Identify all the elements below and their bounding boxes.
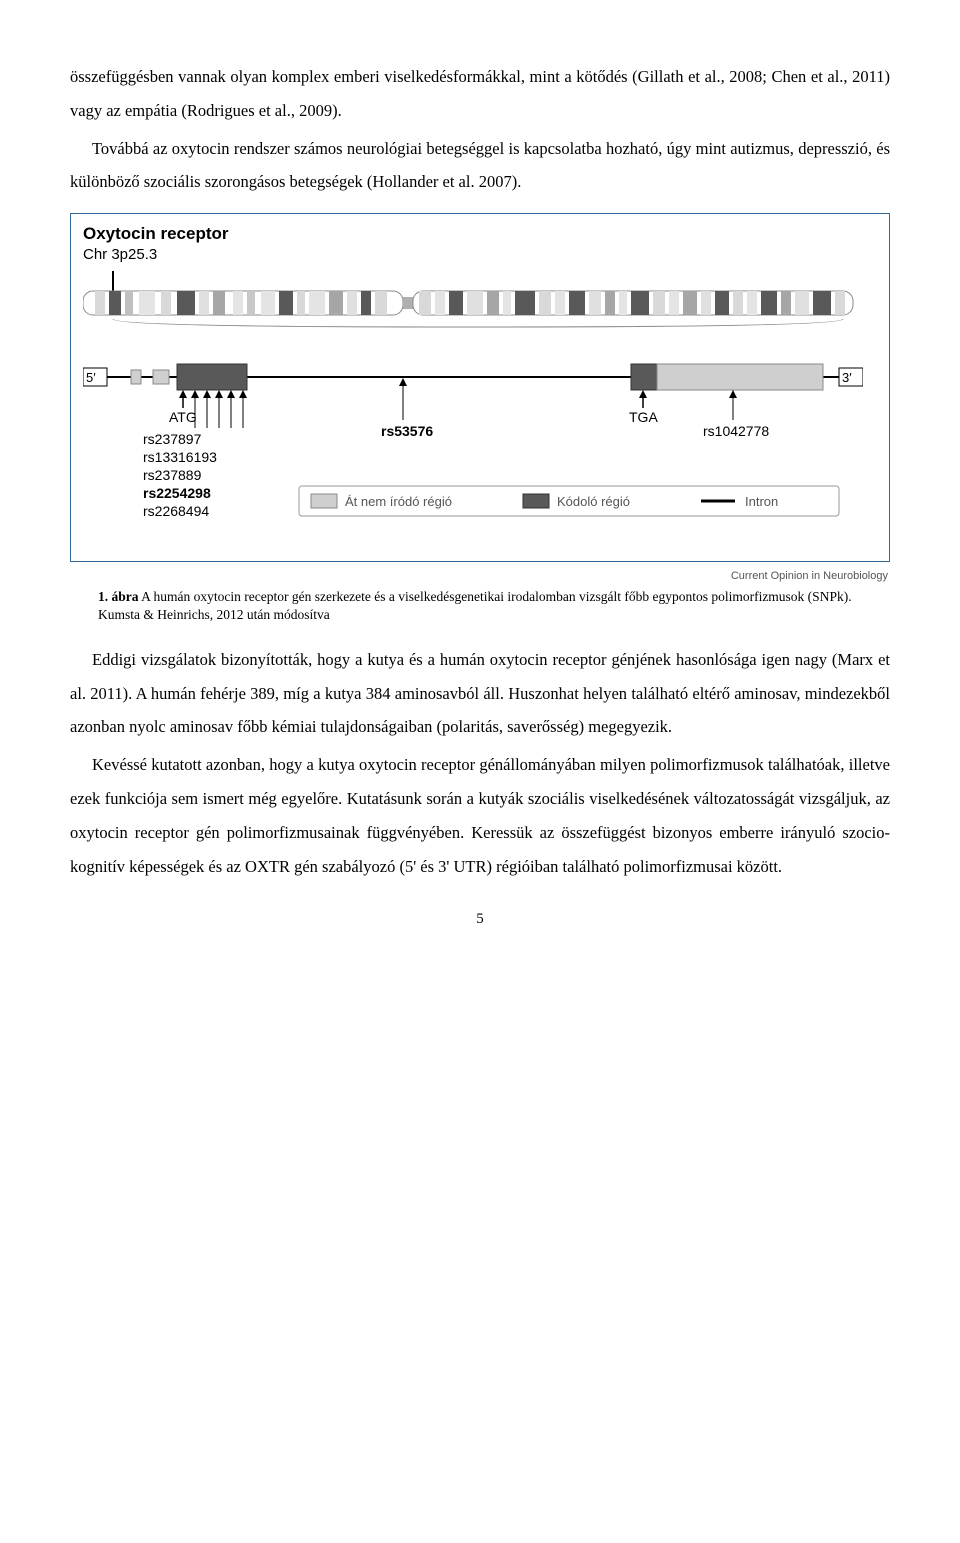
- rs-left-0: rs237897: [143, 431, 202, 447]
- paragraph-2: Továbbá az oxytocin rendszer számos neur…: [70, 132, 890, 200]
- atg-label: ATG: [169, 409, 197, 425]
- tga-label: TGA: [629, 409, 658, 425]
- legend-coding: Kódoló régió: [557, 494, 630, 509]
- chromosome-ideogram: [83, 271, 863, 331]
- legend-intron: Intron: [745, 494, 778, 509]
- rs-left-2: rs237889: [143, 467, 202, 483]
- page-number: 5: [70, 911, 890, 928]
- figure-caption: 1. ábra A humán oxytocin receptor gén sz…: [98, 588, 862, 624]
- gene-structure: 5′ 3′ ATG rs237897 rs13316193 rs237889: [83, 350, 863, 550]
- rs-mid: rs53576: [381, 423, 433, 439]
- paragraph-1: összefüggésben vannak olyan komplex embe…: [70, 60, 890, 128]
- rs-left-3: rs2254298: [143, 485, 211, 501]
- paragraph-3: Eddigi vizsgálatok bizonyították, hogy a…: [70, 643, 890, 744]
- figure-title: Oxytocin receptor: [83, 224, 877, 244]
- rs-right: rs1042778: [703, 423, 769, 439]
- rs-arrows-left: [191, 390, 247, 428]
- legend-untranslated: Át nem íródó régió: [345, 494, 452, 509]
- caption-text: A humán oxytocin receptor gén szerkezete…: [98, 589, 852, 622]
- figure-credit: Current Opinion in Neurobiology: [70, 570, 888, 582]
- caption-label: 1. ábra: [98, 589, 139, 604]
- rs-left-4: rs2268494: [143, 503, 209, 519]
- rs-left-1: rs13316193: [143, 449, 217, 465]
- five-prime-label: 5′: [86, 370, 96, 385]
- paragraph-4: Kevéssé kutatott azonban, hogy a kutya o…: [70, 748, 890, 883]
- figure-locus: Chr 3p25.3: [83, 246, 877, 263]
- figure-box: Oxytocin receptor Chr 3p25.3: [70, 213, 890, 562]
- three-prime-label: 3′: [842, 370, 852, 385]
